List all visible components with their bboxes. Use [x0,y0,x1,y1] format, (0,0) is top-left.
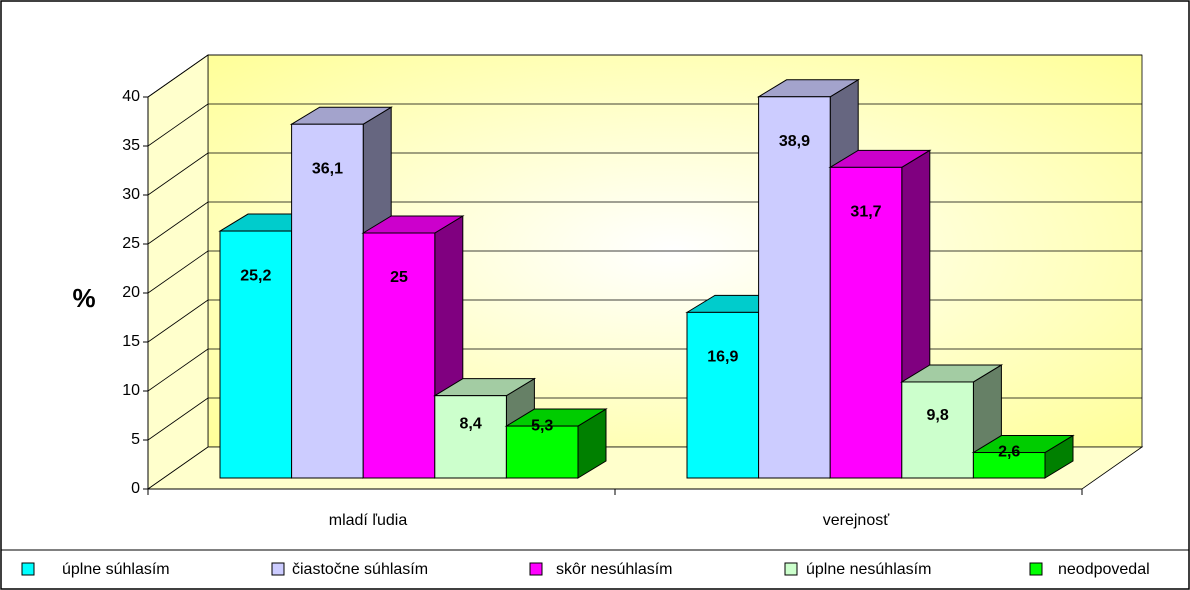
y-tick-label: 30 [122,186,140,203]
data-label: 25,2 [240,267,271,284]
y-tick-label: 25 [122,235,140,252]
legend-label: neodpovedal [1058,561,1150,578]
grid-line [147,201,209,245]
legend-swatch [1029,562,1043,576]
y-tick-label: 10 [122,382,140,399]
bar [758,96,831,479]
legend-label: úplne súhlasím [62,561,170,578]
bar [972,452,1046,479]
bar [434,395,507,479]
grid-line [147,152,209,196]
legend-label: skôr nesúhlasím [556,561,673,578]
data-label: 38,9 [779,133,810,150]
bar [291,123,364,479]
legend-label: úplne nesúhlasím [806,561,931,578]
data-label: 16,9 [707,349,738,366]
grid-line [147,250,209,294]
bar [362,232,436,479]
data-label: 36,1 [312,160,343,177]
data-label: 5,3 [531,417,553,434]
y-tick-label: 5 [131,431,140,448]
data-label: 2,6 [998,444,1020,461]
data-label: 25 [390,269,408,286]
y-axis-label: % [72,283,95,313]
x-tick-label: mladí ľudia [329,512,408,529]
bar [901,381,974,479]
bar [829,166,903,479]
y-tick-label: 35 [122,137,140,154]
grid-line [147,103,209,147]
legend-swatch [21,562,35,576]
bar [686,311,760,479]
grid-line [147,397,209,441]
legend-swatch [784,562,798,576]
data-label: 8,4 [459,416,481,433]
y-tick-label: 15 [122,333,140,350]
y-tick-label: 20 [122,284,140,301]
bar [219,230,293,479]
legend-swatch [271,562,285,576]
legend-label: čiastočne súhlasím [292,561,428,578]
grid-line [147,54,209,98]
y-tick-label: 0 [131,480,140,497]
x-tick-label: verejnosť [823,512,890,529]
bar [505,425,579,479]
grid-line [147,299,209,343]
legend-swatch [529,562,543,576]
data-label: 9,8 [926,407,948,424]
y-tick-label: 40 [122,88,140,105]
data-label: 31,7 [850,204,881,221]
grid-line [147,348,209,392]
